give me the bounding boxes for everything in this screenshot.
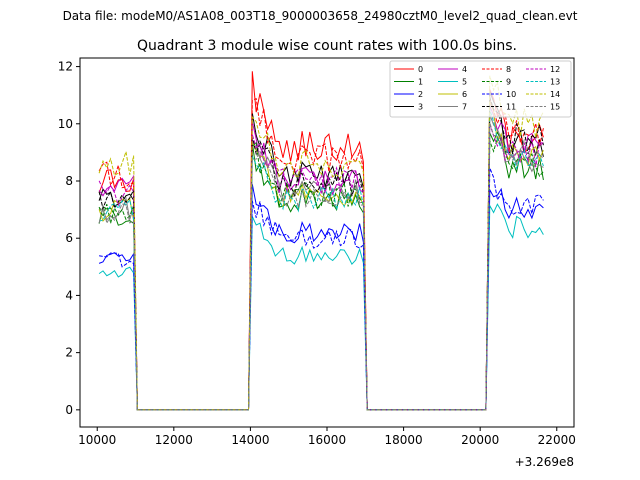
chart-title: Quadrant 3 module wise count rates with … [137, 38, 517, 54]
y-tick-label-3: 6 [65, 231, 73, 245]
legend-box [389, 60, 572, 118]
series-lines [98, 71, 544, 411]
series-15 [98, 122, 544, 411]
legend-label-3: 3 [418, 103, 423, 112]
legend-label-2: 2 [418, 90, 423, 99]
legend-label-4: 4 [462, 65, 467, 74]
y-tick-label-6: 12 [58, 60, 73, 74]
y-tick-label-0: 0 [65, 403, 73, 417]
data-file-label: Data file: modeM0/AS1A08_003T18_90000036… [63, 9, 578, 23]
legend-label-13: 13 [550, 78, 560, 87]
x-tick-label-1: 12000 [155, 433, 193, 447]
x-tick-label-6: 22000 [538, 433, 576, 447]
x-tick-label-5: 20000 [461, 433, 499, 447]
y-tick-label-1: 2 [65, 346, 73, 360]
x-offset-label: +3.269e8 [515, 455, 574, 469]
legend-label-9: 9 [506, 78, 511, 87]
x-tick-label-3: 16000 [308, 433, 346, 447]
legend-label-7: 7 [462, 103, 467, 112]
x-axis: 10000 12000 14000 16000 18000 20000 22000 [78, 427, 576, 447]
y-tick-label-5: 10 [58, 117, 73, 131]
legend-label-0: 0 [418, 65, 423, 74]
x-tick-label-2: 14000 [231, 433, 269, 447]
y-tick-label-4: 8 [65, 174, 73, 188]
legend-label-12: 12 [550, 65, 560, 74]
legend-label-6: 6 [462, 90, 467, 99]
x-tick-label-0: 10000 [78, 433, 116, 447]
legend-label-14: 14 [550, 90, 560, 99]
x-tick-label-4: 18000 [384, 433, 422, 447]
legend-label-1: 1 [418, 78, 423, 87]
legend-label-8: 8 [506, 65, 511, 74]
legend-label-15: 15 [550, 103, 560, 112]
legend-label-10: 10 [506, 90, 516, 99]
y-tick-label-2: 4 [65, 288, 73, 302]
y-axis: 0 2 4 6 8 10 12 [58, 60, 80, 417]
legend-label-11: 11 [506, 103, 516, 112]
legend-label-5: 5 [462, 78, 467, 87]
